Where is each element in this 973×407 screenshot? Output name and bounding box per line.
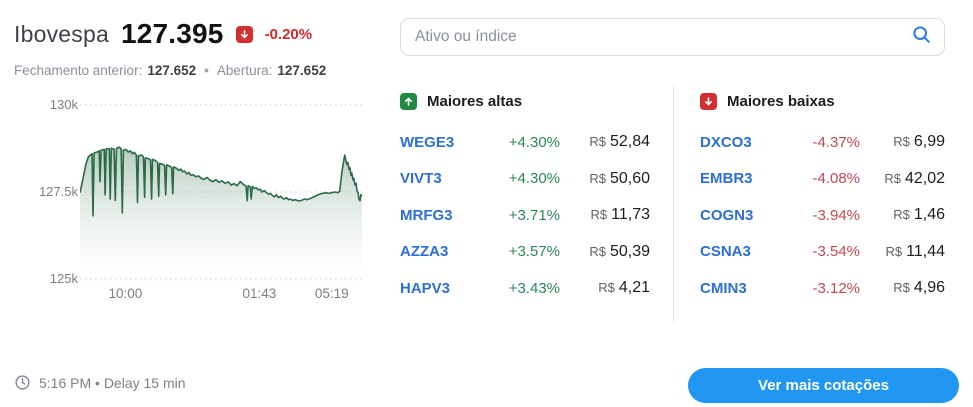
currency-label: R$ (885, 243, 903, 259)
price-value: 42,02 (904, 169, 945, 187)
price: R$ 4,96 (860, 279, 945, 297)
price: R$ 4,21 (560, 279, 650, 297)
currency-label: R$ (893, 207, 910, 223)
change-percent: +3.57% (508, 243, 560, 261)
ticker-link[interactable]: EMBR3 (700, 170, 753, 188)
table-row: HAPV3 +3.43% R$ 4,21 (400, 270, 650, 307)
price-value: 52,84 (609, 133, 650, 151)
ticker-link[interactable]: AZZA3 (400, 243, 449, 261)
ticker-link[interactable]: HAPV3 (400, 279, 451, 297)
currency-label: R$ (893, 280, 910, 296)
table-row: VIVT3 +4.30% R$ 50,60 (400, 161, 650, 198)
page-title: Ibovespa (14, 20, 109, 47)
x-axis-tick: 05:19 (314, 286, 349, 301)
price: R$ 50,39 (560, 243, 650, 261)
losers-list: DXCO3 -4.37% R$ 6,99 EMBR3 -4.08% R$ 42,02… (700, 124, 945, 307)
price-value: 4,96 (913, 279, 945, 297)
change-percent: -0.20% (264, 25, 313, 43)
ticker-link[interactable]: WEGE3 (400, 133, 455, 151)
price: R$ 11,73 (560, 206, 650, 224)
prev-close-label: Fechamento anterior: (14, 63, 143, 78)
y-axis-tick: 127.5k (38, 184, 78, 199)
up-arrow-badge-icon (400, 92, 417, 110)
losers-title: Maiores baixas (727, 92, 835, 110)
price-value: 4,21 (618, 279, 650, 297)
timestamp-text: 5:16 PM • Delay 15 min (39, 374, 186, 391)
price-value: 6,99 (913, 133, 945, 151)
table-row: COGN3 -3.94% R$ 1,46 (700, 197, 945, 234)
header: Ibovespa 127.395 -0.20% Fechamento anter… (0, 0, 973, 78)
timestamp: 5:16 PM • Delay 15 min (14, 374, 186, 391)
down-arrow-badge-icon (235, 25, 253, 43)
area-chart-plot[interactable] (80, 92, 362, 292)
table-row: AZZA3 +3.57% R$ 50,39 (400, 234, 650, 271)
currency-label: R$ (884, 170, 901, 186)
price-value: 1,46 (913, 206, 945, 224)
gainers-list: WEGE3 +4.30% R$ 52,84 VIVT3 +4.30% R$ 50,6… (400, 124, 650, 307)
price: R$ 1,46 (860, 206, 945, 224)
open-label: Abertura: (216, 63, 273, 78)
footer: 5:16 PM • Delay 15 min Ver mais cotações (14, 368, 959, 403)
x-axis-tick: 10:00 (108, 286, 143, 301)
change-percent: +3.71% (508, 206, 560, 224)
currency-label: R$ (598, 280, 615, 296)
search-box[interactable] (400, 18, 945, 56)
change-percent: -4.37% (812, 133, 860, 151)
currency-label: R$ (590, 207, 608, 223)
see-more-quotes-button[interactable]: Ver mais cotações (688, 368, 959, 403)
clock-icon (15, 375, 30, 390)
ticker-link[interactable]: VIVT3 (400, 170, 442, 188)
table-row: WEGE3 +4.30% R$ 52,84 (400, 124, 650, 161)
table-row: MRFG3 +3.71% R$ 11,73 (400, 197, 650, 234)
top-gainers-panel: Maiores altas WEGE3 +4.30% R$ 52,84 VIVT3… (400, 84, 650, 323)
table-row: CSNA3 -3.54% R$ 11,44 (700, 234, 945, 271)
price: R$ 50,60 (560, 170, 650, 188)
table-row: CMIN3 -3.12% R$ 4,96 (700, 270, 945, 307)
change-percent: -3.54% (812, 243, 860, 261)
ticker-link[interactable]: DXCO3 (700, 133, 752, 151)
index-value: 127.395 (120, 18, 224, 49)
main-content: 130k 127.5k 125k 10:00 01:43 05:19 (0, 84, 973, 323)
currency-label: R$ (893, 134, 910, 150)
change-percent: +4.30% (508, 133, 560, 151)
change-percent: -3.12% (812, 279, 860, 297)
table-row: DXCO3 -4.37% R$ 6,99 (700, 124, 945, 161)
intraday-chart: 130k 127.5k 125k 10:00 01:43 05:19 (14, 84, 374, 314)
change-percent: -4.08% (812, 170, 860, 188)
ticker-link[interactable]: CSNA3 (700, 243, 751, 261)
price-value: 11,73 (611, 206, 650, 224)
price: R$ 11,44 (860, 243, 945, 261)
prev-close-value: 127.652 (147, 63, 197, 78)
currency-label: R$ (589, 170, 606, 186)
currency-label: R$ (589, 134, 606, 150)
search-icon[interactable] (911, 24, 932, 50)
change-percent: +4.30% (508, 170, 560, 188)
price: R$ 52,84 (560, 133, 650, 151)
index-summary: Ibovespa 127.395 -0.20% Fechamento anter… (14, 18, 326, 78)
gainers-title: Maiores altas (427, 92, 523, 110)
ticker-link[interactable]: COGN3 (700, 206, 754, 224)
ticker-link[interactable]: MRFG3 (400, 206, 453, 224)
x-axis-tick: 01:43 (242, 286, 277, 301)
change-percent: +3.43% (508, 279, 560, 297)
ticker-link[interactable]: CMIN3 (700, 279, 747, 297)
change-percent: -3.94% (812, 206, 860, 224)
search-input[interactable] (415, 28, 903, 46)
price: R$ 6,99 (860, 133, 945, 151)
y-axis-tick: 125k (49, 271, 78, 286)
down-arrow-badge-icon (700, 92, 717, 110)
price-value: 50,60 (609, 169, 650, 187)
separator-dot: • (204, 63, 209, 78)
column-divider (673, 86, 674, 323)
price: R$ 42,02 (860, 170, 945, 188)
open-value: 127.652 (277, 63, 327, 78)
price-value: 11,44 (906, 242, 945, 260)
currency-label: R$ (589, 243, 606, 259)
y-axis-tick: 130k (49, 97, 78, 112)
top-losers-panel: Maiores baixas DXCO3 -4.37% R$ 6,99 EMBR3… (700, 84, 945, 323)
price-value: 50,39 (609, 242, 650, 260)
table-row: EMBR3 -4.08% R$ 42,02 (700, 161, 945, 198)
